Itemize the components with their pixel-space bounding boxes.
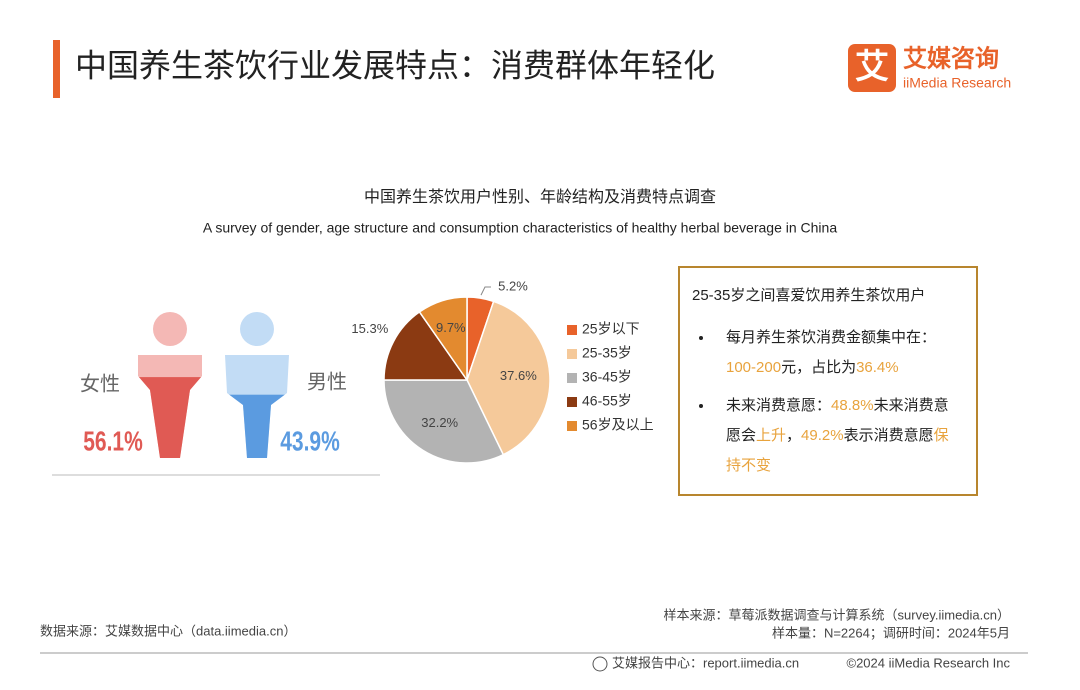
title-bar bbox=[53, 40, 60, 98]
box-text: 表示消费意愿 bbox=[843, 427, 934, 444]
pie-value-label: 5.2% bbox=[498, 278, 528, 293]
legend-label: 56岁及以上 bbox=[582, 417, 654, 433]
legend-label: 36-45岁 bbox=[582, 369, 632, 385]
box-text: 未来消费意愿： bbox=[726, 397, 832, 414]
legend-label: 25-35岁 bbox=[582, 345, 632, 361]
box-text: ， bbox=[786, 427, 802, 444]
globe-icon bbox=[592, 656, 608, 672]
highlight-text: 100-200 bbox=[726, 359, 782, 376]
box-text: 每月养生茶饮消费金额集中在： bbox=[726, 329, 937, 346]
highlight-text: 48.8% bbox=[831, 397, 874, 414]
legend-label: 46-55岁 bbox=[582, 393, 632, 409]
pie-value-label: 37.6% bbox=[500, 368, 537, 383]
pie-value-label: 32.2% bbox=[421, 415, 458, 430]
chart-subtitle: A survey of gender, age structure and co… bbox=[203, 220, 837, 236]
page-title: 中国养生茶饮行业发展特点：消费群体年轻化 bbox=[75, 47, 715, 83]
box-item: 每月养生茶饮消费金额集中在： 100-200元，占比为36.4% bbox=[714, 323, 962, 383]
box-list: 每月养生茶饮消费金额集中在： 100-200元，占比为36.4% 未来消费意愿：48… bbox=[692, 323, 962, 481]
box-title: 25-35岁之间喜爱饮用养生茶饮用户 bbox=[692, 287, 926, 304]
highlight-text: 49.2% bbox=[801, 427, 844, 444]
gender-label: 女性 bbox=[80, 372, 120, 395]
logo-icon-bg bbox=[848, 44, 896, 92]
legend-swatch bbox=[567, 373, 577, 383]
pie-slice bbox=[466, 300, 551, 456]
gender-value: 43.9% bbox=[280, 427, 340, 458]
box-text: 元，占比为 bbox=[781, 359, 857, 376]
legend-label: 25岁以下 bbox=[582, 321, 640, 337]
pie-slice bbox=[418, 296, 468, 383]
highlight-text: 保持不变 bbox=[726, 427, 949, 474]
highlight-text: 上升 bbox=[756, 427, 787, 444]
gender-label: 男性 bbox=[307, 370, 347, 393]
leader-line bbox=[480, 286, 491, 296]
source: 数据来源：艾媒数据中心（data.iimedia.cn） bbox=[40, 623, 296, 638]
copyright: ©2024 iiMedia Research Inc bbox=[847, 655, 1011, 670]
report-center: 艾媒报告中心：report.iimedia.cn bbox=[612, 655, 799, 670]
sample-info: 样本量：N=2264；调研时间：2024年5月 bbox=[772, 625, 1010, 641]
logo-name: 艾媒咨询 bbox=[903, 45, 999, 72]
chart-title: 中国养生茶饮用户性别、年龄结构及消费特点调查 bbox=[364, 188, 716, 206]
gender-value: 56.1% bbox=[83, 427, 143, 458]
pie-slice bbox=[383, 310, 469, 381]
box-text: 未来消费意愿会 bbox=[726, 397, 949, 444]
logo-sub: iiMedia Research bbox=[903, 75, 1011, 91]
pie-value-label: 9.7% bbox=[436, 320, 466, 335]
sample-source: 样本来源：草莓派数据调查与计算系统（survey.iimedia.cn） bbox=[664, 607, 1010, 622]
highlight-text: 36.4% bbox=[856, 359, 899, 376]
logo-icon: 艾 bbox=[855, 48, 889, 86]
legend-swatch bbox=[567, 325, 577, 335]
legend-swatch bbox=[567, 397, 577, 407]
info-box: 25-35岁之间喜爱饮用养生茶饮用户 每月养生茶饮消费金额集中在： 100-200… bbox=[678, 266, 978, 496]
legend-swatch bbox=[567, 349, 577, 359]
figure-head bbox=[240, 312, 274, 346]
pie-value-label: 15.3% bbox=[351, 321, 388, 336]
pie-slice bbox=[383, 379, 505, 464]
box-item: 未来消费意愿：48.8%未来消费意愿会上升，49.2%表示消费意愿保持不变 bbox=[714, 391, 962, 481]
figure-head bbox=[153, 312, 187, 346]
legend-swatch bbox=[567, 421, 577, 431]
